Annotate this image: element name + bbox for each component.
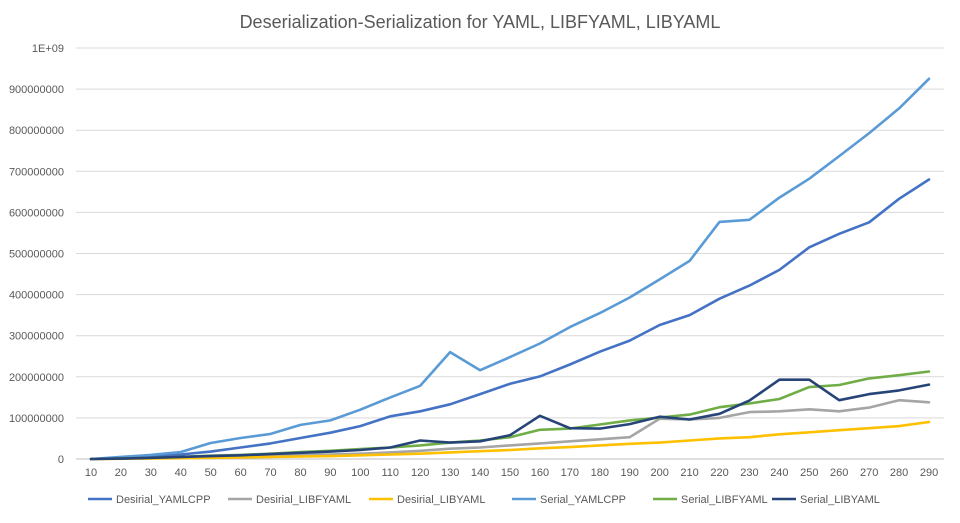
x-tick-label: 240 xyxy=(770,467,788,479)
x-tick-label: 40 xyxy=(175,467,187,479)
legend-label: Desirial_LIBYAML xyxy=(397,494,485,506)
y-tick-label: 500000000 xyxy=(9,249,64,261)
x-axis-ticks: 10 20 30 40 50 60 70 80 90 100 110 120 130 140 150 160 1… xyxy=(85,467,938,479)
x-tick-label: 210 xyxy=(680,467,698,479)
x-tick-label: 290 xyxy=(920,467,938,479)
x-tick-label: 170 xyxy=(561,467,579,479)
x-tick-label: 60 xyxy=(234,467,246,479)
y-tick-label: 300000000 xyxy=(9,331,64,343)
gridlines xyxy=(76,47,944,460)
x-tick-label: 50 xyxy=(205,467,217,479)
chart-title: Deserialization-Serialization for YAML, … xyxy=(240,12,721,32)
x-tick-label: 150 xyxy=(501,467,519,479)
y-tick-label: 700000000 xyxy=(9,166,64,178)
x-tick-label: 180 xyxy=(591,467,609,479)
x-tick-label: 90 xyxy=(324,467,336,479)
legend-label: Serial_LIBYAML xyxy=(800,494,880,506)
x-tick-label: 30 xyxy=(145,467,157,479)
x-tick-label: 270 xyxy=(860,467,878,479)
series-line-serial-libyaml xyxy=(89,378,931,461)
legend-label: Desirial_YAMLCPP xyxy=(116,494,211,506)
x-tick-label: 120 xyxy=(411,467,429,479)
x-tick-label: 70 xyxy=(264,467,276,479)
y-tick-label: 400000000 xyxy=(9,290,64,302)
y-axis-ticks: 0 100000000 200000000 300000000 400000000 500… xyxy=(9,43,64,466)
y-tick-label: 600000000 xyxy=(9,207,64,219)
legend-label: Serial_LIBFYAML xyxy=(681,494,768,506)
x-tick-label: 80 xyxy=(294,467,306,479)
x-tick-label: 260 xyxy=(830,467,848,479)
x-tick-label: 250 xyxy=(800,467,818,479)
series-line-serial-yamlcpp xyxy=(89,77,931,461)
x-tick-label: 20 xyxy=(115,467,127,479)
y-tick-label: 800000000 xyxy=(9,125,64,137)
x-tick-label: 220 xyxy=(710,467,728,479)
series-line-desirial-libyaml xyxy=(89,420,931,461)
x-tick-label: 230 xyxy=(740,467,758,479)
legend-label: Desirial_LIBFYAML xyxy=(256,494,351,506)
series-lines xyxy=(89,77,931,461)
legend: Desirial_YAMLCPP Desirial_LIBFYAML Desiria… xyxy=(88,494,880,506)
y-tick-label: 1E+09 xyxy=(32,43,64,55)
x-tick-label: 110 xyxy=(382,467,400,479)
y-tick-label: 200000000 xyxy=(9,372,64,384)
x-tick-label: 10 xyxy=(85,467,97,479)
y-tick-label: 100000000 xyxy=(9,413,64,425)
x-tick-label: 160 xyxy=(531,467,549,479)
x-tick-label: 280 xyxy=(890,467,908,479)
legend-label: Serial_YAMLCPP xyxy=(540,494,626,506)
y-tick-label: 0 xyxy=(58,454,64,466)
series-line-desirial-yamlcpp xyxy=(89,178,931,461)
x-tick-label: 100 xyxy=(351,467,369,479)
y-tick-label: 900000000 xyxy=(9,84,64,96)
x-tick-label: 140 xyxy=(471,467,489,479)
x-tick-label: 200 xyxy=(650,467,668,479)
x-tick-label: 190 xyxy=(621,467,639,479)
x-tick-label: 130 xyxy=(441,467,459,479)
